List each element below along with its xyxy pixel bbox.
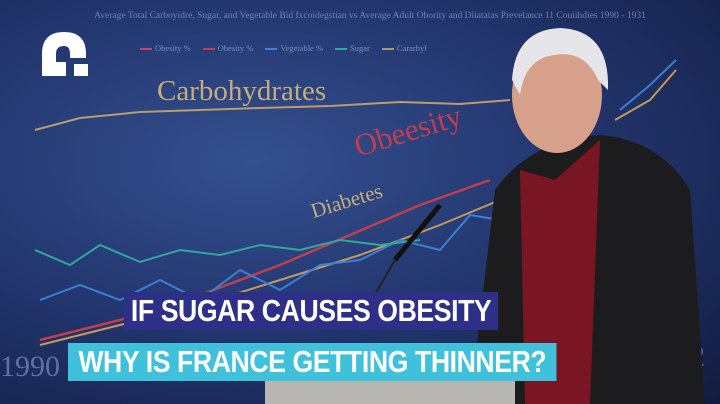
red-shirt: [520, 140, 600, 404]
right-line: [614, 69, 677, 121]
carbohydrates-label: Carbohydrates: [157, 75, 327, 107]
legend-item: Sugar: [335, 43, 370, 53]
hair: [512, 28, 609, 95]
carbohydrates-line: [34, 99, 511, 131]
vegetable-line: [39, 213, 501, 302]
obesity-line: [39, 178, 491, 342]
sugar-line: [34, 238, 421, 267]
caption-line-2: WHY IS FRANCE GETTING THINNER?: [68, 343, 557, 381]
channel-logo-icon: [42, 32, 88, 76]
caption-line-1: IF SUGAR CAUSES OBESITY: [124, 292, 499, 330]
year-start-label: 1990: [0, 350, 60, 383]
microphone: [393, 203, 442, 262]
diabetes-line: [39, 199, 501, 346]
right-line: [619, 59, 677, 111]
face: [512, 37, 602, 153]
legend-item: Obesity %: [202, 43, 253, 53]
podium: [265, 378, 515, 404]
legend-item: Obesity %: [140, 43, 191, 53]
legend-item: Vegetable %: [265, 43, 323, 53]
chart-title: Average Total Carboyidre, Sugar, and Veg…: [94, 11, 646, 21]
chart-legend: Obesity % Obesity % Vegetable % Sugar Ca…: [140, 43, 427, 53]
legend-item: Cararbyl: [381, 43, 427, 53]
